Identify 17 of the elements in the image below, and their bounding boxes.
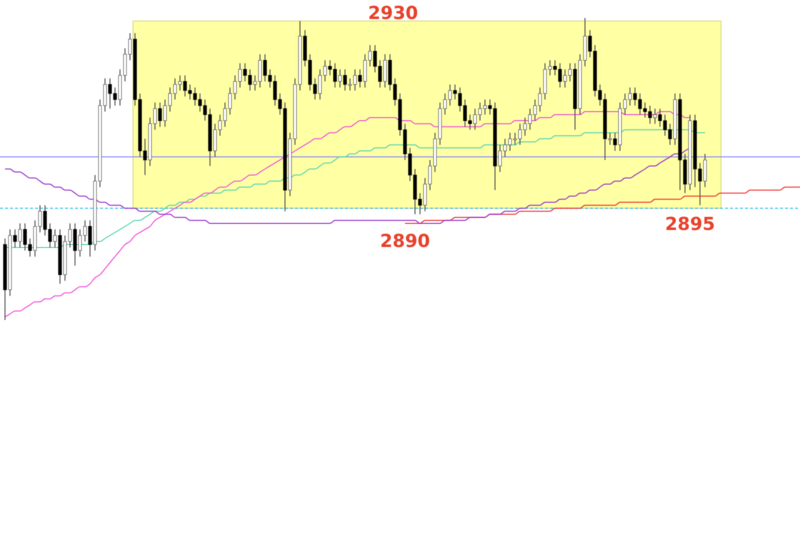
candlestick (53, 228, 57, 248)
candlestick (383, 54, 387, 88)
annotation: 2895 (664, 214, 716, 235)
candlestick (608, 132, 612, 146)
annotation: 2890 (380, 231, 430, 252)
candlestick (613, 132, 617, 152)
candlestick (703, 153, 707, 188)
candlestick (13, 228, 17, 248)
candlestick (158, 102, 162, 128)
candlestick (338, 68, 342, 88)
candlestick (73, 222, 77, 266)
candlestick (358, 68, 362, 88)
candlestick (88, 220, 92, 258)
candlestick (343, 68, 347, 91)
candlestick (18, 222, 22, 248)
candlestick (653, 108, 657, 124)
annotation: 2930 (368, 3, 418, 24)
